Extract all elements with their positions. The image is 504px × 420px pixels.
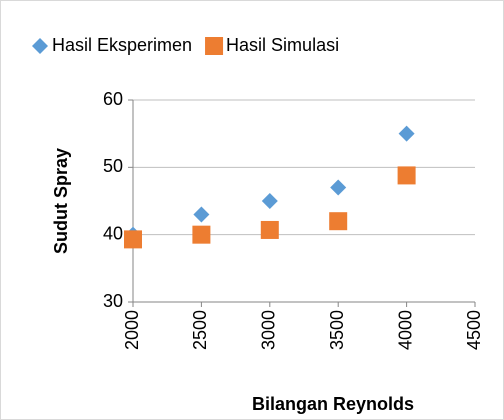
data-point <box>260 220 279 239</box>
y-tick-label: 30 <box>103 291 123 311</box>
data-point <box>193 206 210 223</box>
data-point <box>192 225 211 244</box>
x-tick-label: 3500 <box>327 310 347 350</box>
x-tick-label: 3000 <box>259 310 279 350</box>
y-tick-label: 40 <box>103 223 123 243</box>
data-point <box>397 166 416 185</box>
data-point <box>398 125 415 142</box>
x-axis-label: Bilangan Reynolds <box>252 394 414 414</box>
data-point <box>329 212 348 231</box>
legend-label: Hasil Simulasi <box>226 35 339 55</box>
legend-label: Hasil Eksperimen <box>52 35 192 55</box>
legend-marker <box>205 37 224 55</box>
y-tick-label: 60 <box>103 89 123 109</box>
x-tick-label: 2500 <box>190 310 210 350</box>
y-axis-label: Sudut Spray <box>51 148 71 254</box>
data-point <box>124 230 142 249</box>
x-tick-label: 4000 <box>395 310 415 350</box>
data-point <box>330 179 347 196</box>
x-tick-label: 4500 <box>464 310 484 350</box>
x-tick-label: 2000 <box>122 310 142 350</box>
data-point <box>261 193 278 209</box>
y-tick-label: 50 <box>103 156 123 176</box>
legend-marker <box>32 38 48 54</box>
